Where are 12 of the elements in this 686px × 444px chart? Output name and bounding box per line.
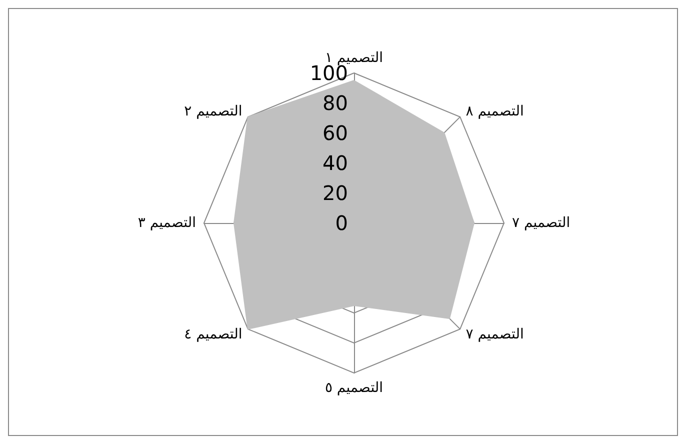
spoke-label: التصميم ٥ xyxy=(324,380,384,396)
spoke-label: التصميم ٨ xyxy=(466,103,524,120)
spoke-label: التصميم ٤ xyxy=(184,326,242,343)
y-tick-label: 80 xyxy=(322,91,348,115)
y-tick-label: 0 xyxy=(335,211,348,235)
y-tick-label: 60 xyxy=(322,121,348,145)
spoke-label: التصميم ٧ xyxy=(512,215,570,231)
y-tick-label: 40 xyxy=(322,151,348,175)
spoke-label: التصميم ٢ xyxy=(184,103,242,120)
y-tick-label: 20 xyxy=(322,181,348,205)
spoke-label: التصميم ٣ xyxy=(138,215,196,231)
spoke-label: التصميم ٧ xyxy=(466,326,524,343)
